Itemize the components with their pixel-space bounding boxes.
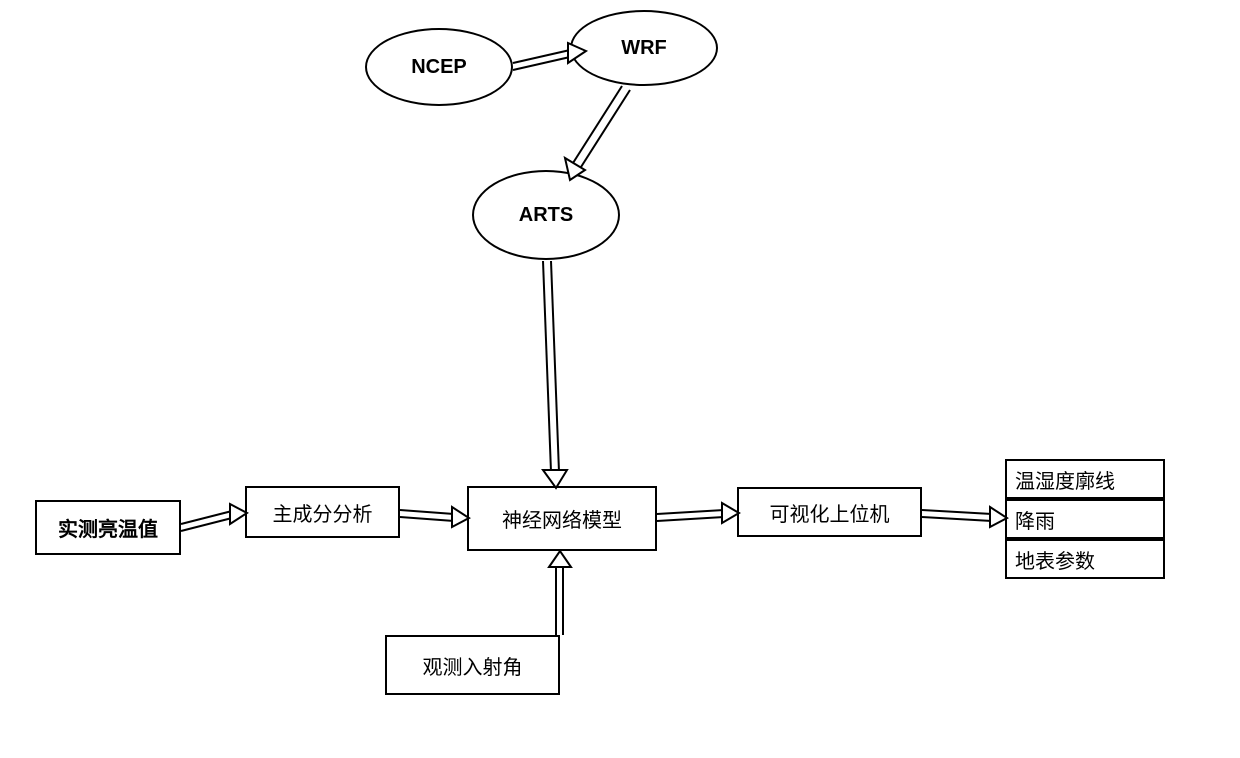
arrow-ncep-wrf [0, 0, 1240, 758]
